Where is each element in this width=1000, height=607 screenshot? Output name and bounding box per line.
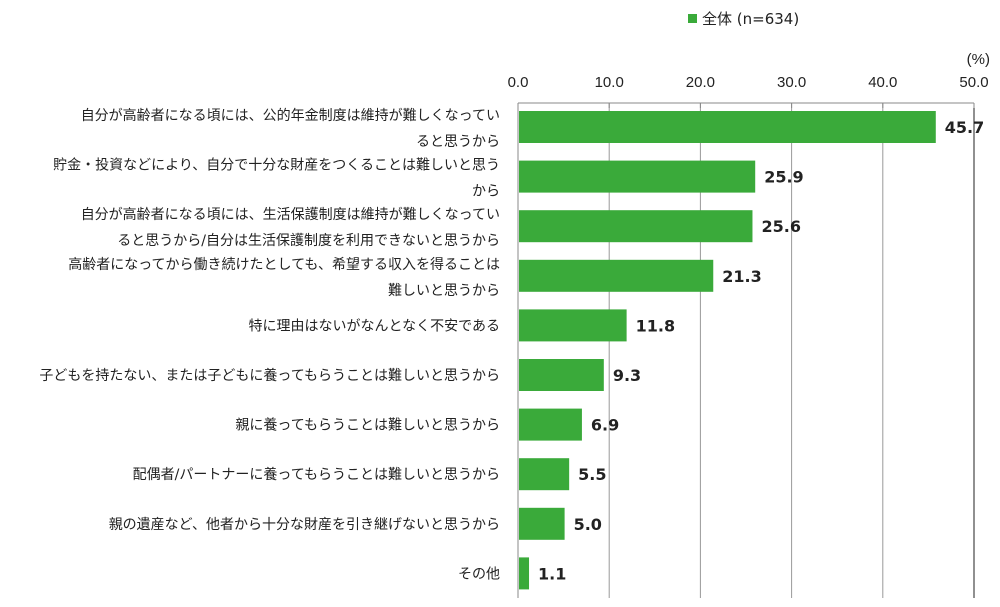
category-label: 特に理由はないがなんとなく不安である: [249, 318, 500, 334]
value-label: 6.9: [591, 416, 619, 435]
category-label: 自分が高齢者になる頃には、生活保護制度は維持が難しくなってい: [81, 206, 500, 223]
category-label: 子どもを持たない、または子どもに養ってもらうことは難しいと思うから: [39, 367, 500, 384]
tick-label: 40.0: [868, 74, 897, 91]
tick-label: 0.0: [508, 74, 529, 91]
category-label: 親の遺産など、他者から十分な財産を引き継げないと思うから: [109, 517, 500, 533]
bar: [519, 507, 565, 540]
category-label: 難しいと思うから: [388, 283, 500, 299]
bar: [519, 111, 936, 143]
value-label: 11.8: [636, 316, 675, 335]
legend: 全体 (n=634): [688, 10, 799, 28]
value-label: 9.3: [613, 366, 641, 385]
category-label: ると思うから: [416, 134, 500, 150]
tick-label: 20.0: [686, 74, 715, 91]
category-label: 高齢者になってから働き続けたとしても、希望する収入を得ることは: [68, 256, 500, 273]
category-label: 貯金・投資などにより、自分で十分な財産をつくることは難しいと思う: [53, 158, 500, 174]
category-label: 自分が高齢者になる頃には、公的年金制度は維持が難しくなってい: [81, 107, 500, 124]
tick-label: 10.0: [595, 74, 624, 91]
bar: [519, 210, 753, 243]
category-label: 親に養ってもらうことは難しいと思うから: [235, 417, 500, 434]
category-label: その他: [458, 566, 500, 582]
value-label: 25.9: [764, 168, 803, 187]
bar: [519, 359, 604, 391]
tick-label: 50.0: [959, 74, 988, 91]
bar: [519, 309, 627, 342]
value-label: 5.0: [574, 515, 602, 534]
bar: [519, 557, 530, 590]
value-label: 21.3: [722, 267, 761, 286]
value-label: 45.7: [945, 118, 984, 137]
bar: [519, 160, 756, 193]
tick-label: 30.0: [777, 74, 806, 91]
category-label: から: [472, 184, 500, 200]
category-label: ると思うから/自分は生活保護制度を利用できないと思うから: [117, 233, 500, 249]
bar: [519, 408, 582, 441]
value-label: 25.6: [761, 217, 800, 236]
value-label: 1.1: [538, 564, 566, 583]
category-label: 配偶者/パートナーに養ってもらうことは難しいと思うから: [133, 466, 500, 483]
bar: [519, 458, 570, 491]
bar: [519, 259, 714, 292]
legend-label: 全体 (n=634): [702, 10, 799, 28]
legend-swatch: [688, 14, 697, 23]
value-label: 5.5: [578, 465, 606, 484]
unit-label: (%): [967, 51, 990, 68]
